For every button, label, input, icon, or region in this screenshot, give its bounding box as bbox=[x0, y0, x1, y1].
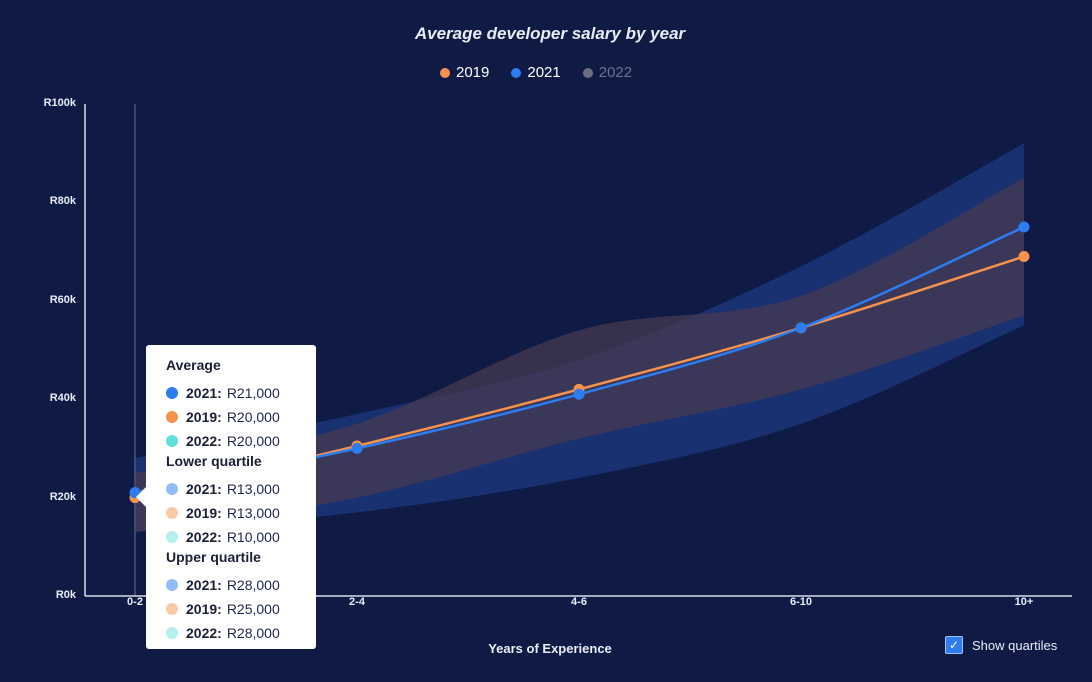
y-tick-label: R0k bbox=[55, 589, 76, 601]
tooltip-dot-icon bbox=[166, 507, 178, 519]
x-tick-label: 0-2 bbox=[127, 596, 143, 608]
tooltip-row: 2022: R28,000 bbox=[166, 621, 316, 645]
tooltip: Average 2021: R21,000 2019: R20,000 2022: R20,… bbox=[136, 345, 316, 649]
series-points[interactable] bbox=[129, 221, 1030, 504]
y-tick-label: R80k bbox=[49, 195, 76, 208]
y-tick-label: R40k bbox=[49, 392, 76, 405]
x-tick-label: 10+ bbox=[1014, 596, 1034, 608]
y-tick-label: R20k bbox=[49, 490, 76, 503]
data-point-2021-10+[interactable] bbox=[1018, 221, 1030, 233]
tooltip-row: 2019: R20,000 bbox=[166, 405, 316, 429]
tooltip-value: R13,000 bbox=[226, 481, 280, 497]
tooltip-year: 2022: bbox=[186, 529, 222, 545]
tooltip-dot-icon bbox=[166, 627, 178, 639]
tooltip-heading: Average bbox=[166, 357, 221, 373]
data-point-2021-4-6[interactable] bbox=[573, 388, 585, 400]
tooltip-year: 2021: bbox=[186, 577, 222, 593]
data-point-2021-2-4[interactable] bbox=[351, 442, 363, 454]
tooltip-row: 2019: R13,000 bbox=[166, 501, 316, 525]
tooltip-year: 2019: bbox=[186, 601, 222, 617]
tooltip-row: 2021: R21,000 bbox=[166, 381, 316, 405]
legend-dot-icon bbox=[582, 67, 593, 78]
legend-label: 2021 bbox=[527, 64, 561, 81]
tooltip-dot-icon bbox=[166, 603, 178, 615]
legend-item-2019[interactable]: 2019 bbox=[440, 64, 489, 81]
tooltip-year: 2019: bbox=[186, 409, 222, 425]
tooltip-row: 2022: R20,000 bbox=[166, 429, 316, 453]
tooltip-dot-icon bbox=[166, 483, 178, 495]
legend-item-2021[interactable]: 2021 bbox=[511, 64, 561, 81]
tooltip-dot-icon bbox=[166, 531, 178, 543]
x-tick-label: 4-6 bbox=[571, 596, 587, 608]
chart-title: Average developer salary by year bbox=[414, 24, 686, 43]
legend-dot-icon bbox=[440, 67, 450, 78]
x-tick-label: 2-4 bbox=[349, 596, 365, 608]
show-quartiles-label: Show quartiles bbox=[972, 637, 1058, 653]
tooltip-value: R25,000 bbox=[226, 601, 280, 617]
tooltip-value: R20,000 bbox=[226, 433, 280, 449]
show-quartiles-toggle[interactable]: ✓ Show quartiles bbox=[945, 636, 1057, 654]
tooltip-heading: Upper quartile bbox=[166, 549, 261, 565]
tooltip-row: 2019: R25,000 bbox=[166, 597, 316, 621]
y-tick-label: R60k bbox=[49, 293, 76, 306]
tooltip-value: R20,000 bbox=[226, 409, 280, 425]
tooltip-value: R21,000 bbox=[226, 385, 280, 401]
data-point-2021-6-10[interactable] bbox=[795, 322, 807, 334]
legend: 2019 2021 2022 bbox=[440, 64, 632, 81]
tooltip-year: 2019: bbox=[186, 505, 222, 521]
tooltip-dot-icon bbox=[166, 411, 178, 423]
y-tick-label: R100k bbox=[43, 97, 76, 109]
tooltip-heading: Lower quartile bbox=[166, 453, 262, 469]
x-tick-label: 6-10 bbox=[789, 596, 813, 608]
tooltip-value: R13,000 bbox=[226, 505, 280, 521]
legend-dot-icon bbox=[511, 67, 522, 78]
tooltip-value: R10,000 bbox=[226, 529, 280, 545]
tooltip-dot-icon bbox=[166, 435, 178, 447]
tooltip-row: 2021: R28,000 bbox=[166, 573, 316, 597]
legend-label: 2022 bbox=[598, 64, 633, 81]
legend-label: 2019 bbox=[456, 64, 490, 81]
legend-item-2022[interactable]: 2022 bbox=[582, 64, 633, 81]
tooltip-year: 2021: bbox=[186, 385, 222, 401]
tooltip-row: 2021: R13,000 bbox=[166, 477, 316, 501]
tooltip-dot-icon bbox=[166, 387, 178, 399]
checkbox-checked-icon[interactable]: ✓ bbox=[945, 636, 963, 654]
data-point-2019-10+[interactable] bbox=[1018, 251, 1030, 263]
tooltip-year: 2022: bbox=[186, 625, 222, 641]
tooltip-row: 2022: R10,000 bbox=[166, 525, 316, 549]
tooltip-value: R28,000 bbox=[226, 625, 280, 641]
tooltip-value: R28,000 bbox=[226, 577, 280, 593]
x-axis-title: Years of Experience bbox=[488, 641, 612, 656]
tooltip-year: 2021: bbox=[186, 481, 222, 497]
tooltip-year: 2022: bbox=[186, 433, 222, 449]
tooltip-dot-icon bbox=[166, 579, 178, 591]
